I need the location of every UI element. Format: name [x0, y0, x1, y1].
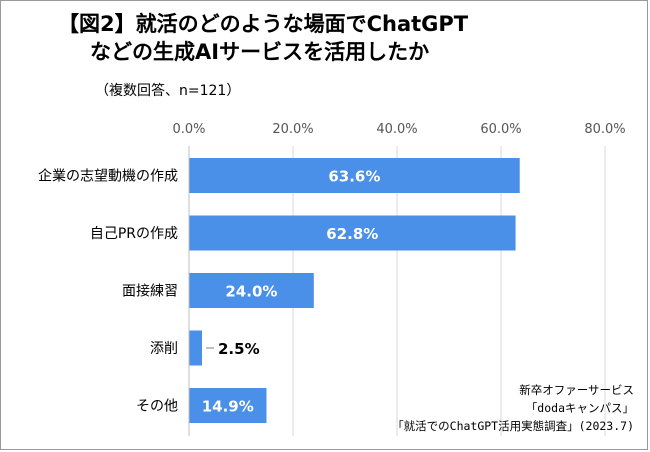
x-tick-label: 20.0% [272, 122, 313, 137]
x-tick-label: 0.0% [172, 122, 205, 137]
bar [189, 273, 314, 308]
category-label: 添削 [150, 341, 178, 357]
category-label: 企業の志望動機の作成 [38, 168, 178, 185]
category-label: その他 [136, 399, 178, 415]
chart-title-line1: 【図2】就活のどのような場面でChatGPT [58, 12, 469, 36]
chart-title: 【図2】就活のどのような場面でChatGPT などの生成AIサービスを活用したか [58, 10, 618, 66]
bar [189, 330, 202, 366]
bar [189, 388, 267, 423]
x-tick-label: 80.0% [584, 122, 625, 137]
category-label: 面接練習 [122, 283, 178, 300]
source-note: 新卒オファーサービス 「dodaキャンパス」 「就活でのChatGPT活用実態調… [392, 381, 634, 435]
chart-title-line2: などの生成AIサービスを活用したか [90, 40, 430, 64]
bar [189, 215, 516, 251]
source-line-3: 「就活でのChatGPT活用実態調査」(2023.7) [392, 419, 634, 433]
x-tick-label: 40.0% [376, 122, 417, 137]
chart-subtitle: （複数回答、n=121） [95, 83, 241, 99]
source-line-2: 「dodaキャンパス」 [525, 401, 634, 415]
data-label: 24.0% [225, 283, 277, 301]
category-label: 自己PRの作成 [90, 226, 178, 242]
x-tick-label: 60.0% [480, 122, 521, 137]
source-line-1: 新卒オファーサービス [519, 383, 634, 397]
data-label: 62.8% [326, 225, 378, 243]
bar [189, 158, 520, 193]
data-label: 63.6% [328, 168, 380, 186]
data-label: 14.9% [202, 398, 254, 416]
data-label: 2.5% [218, 340, 260, 358]
